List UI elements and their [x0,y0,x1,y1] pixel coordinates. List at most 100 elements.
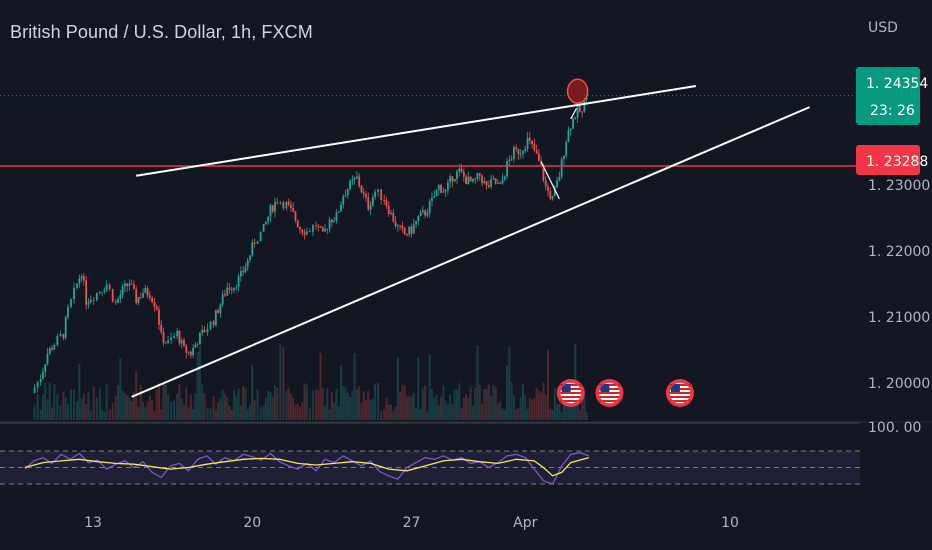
event-outline [559,381,583,405]
volume-bar [230,409,233,420]
volume-bar [253,400,256,420]
candle-body [73,287,75,300]
volume-bar [139,384,142,420]
volume-bar [178,384,181,420]
candle-body [367,197,370,210]
channel-upper-line[interactable] [136,85,697,177]
channel-lower-line[interactable] [131,106,811,398]
volume-bar [524,394,527,420]
volume-bar [108,409,111,420]
us-flag-icon[interactable] [556,379,585,407]
candle-body [503,176,506,180]
volume-bar [433,398,436,420]
volume-bar [311,390,314,420]
volume-bar [444,400,447,420]
volume-bar [417,357,420,420]
candle-body [435,189,438,197]
volume-bar [267,390,270,420]
volume-bar [469,387,472,420]
volume-bar [228,405,231,420]
volume-bar [485,388,488,420]
highlight-circle[interactable] [566,78,589,105]
candle-body [315,225,317,227]
volume-bar [501,408,504,420]
candle-body [519,153,522,155]
volume-bar [324,405,327,420]
candle-body [76,283,78,288]
volume-bar [114,395,117,420]
volume-bar [212,396,215,420]
candle-body [501,179,504,184]
candle-body [377,189,380,192]
candle-body [78,278,81,284]
us-flag-icon[interactable] [665,379,694,407]
candle-body [187,351,190,353]
candle-body [274,202,276,212]
candle-body [267,216,270,222]
candle-body [585,97,588,100]
candle-body [456,171,458,180]
volume-bar [578,409,581,420]
candle-body [130,283,133,285]
candle-body [392,212,395,222]
economic-events[interactable] [556,379,694,407]
volume-bar [446,404,449,420]
volume-bar [558,403,561,420]
volume-bar [531,399,534,420]
candle-body [199,332,201,345]
swing-line[interactable] [570,108,577,120]
candle-body [209,321,212,330]
candle-body [146,288,149,296]
candle-body [426,212,429,216]
candle-body [39,378,42,382]
volume-bar [137,406,140,420]
candle-body [201,329,204,333]
volume-bar [415,407,418,420]
candle-body [394,221,397,226]
candle-body [342,196,345,205]
candle-body [33,387,36,393]
volume-bar [437,404,440,420]
volume-bar [285,390,288,420]
candles [33,96,588,394]
volume-bar [142,401,145,420]
drawings[interactable] [0,78,860,398]
candle-body [544,180,547,187]
volume-bar [269,392,272,420]
candle-body [476,173,479,179]
candle-body [556,180,558,188]
candle-body [95,292,98,301]
volume-bar [226,397,229,420]
volume-bar [279,344,282,420]
candle-body [111,289,114,302]
volume-bar [157,383,160,420]
price-axis[interactable]: USD 1. 23000 1. 22000 1. 21000 1. 20000 1. 24… [856,20,930,392]
candle-body [462,171,465,177]
volume-bar [442,385,445,420]
candle-body [531,140,533,145]
candle-body [374,191,376,198]
candle-body [101,291,103,293]
us-flag-icon[interactable] [595,379,624,407]
candle-body [62,334,65,338]
volume-bar [160,409,163,420]
level-price-badge[interactable] [856,145,920,175]
candle-body [408,226,411,235]
candle-body [485,181,488,186]
candle-body [246,259,249,268]
candle-body [128,283,131,286]
volume-bar [194,393,197,420]
swing-line[interactable] [540,161,560,200]
volume-bar [66,404,69,420]
volume-bar [292,397,295,420]
volume-bar [296,403,299,420]
candle-body [578,103,581,112]
volume-bar [396,357,399,420]
candle-body [460,168,463,172]
flag-stripe [668,392,691,394]
volume-bar [371,398,374,420]
last-price-badge[interactable] [856,67,920,125]
time-axis[interactable]: 13 20 27 Apr 10 [84,515,739,531]
candle-body [244,267,247,273]
